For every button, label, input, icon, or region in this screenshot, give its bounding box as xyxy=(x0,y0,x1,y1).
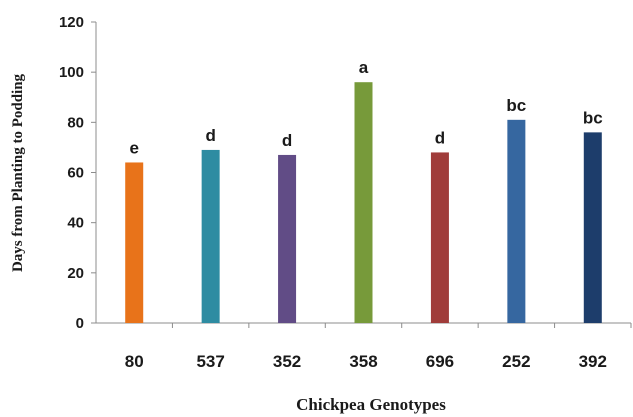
y-axis: 0 20 40 60 80 100 120 xyxy=(59,14,97,332)
bar-352 xyxy=(278,154,297,323)
significance-letter: e xyxy=(129,138,138,157)
y-tick-label: 60 xyxy=(67,165,84,182)
x-tick-label: 358 xyxy=(349,352,377,371)
x-tick-label: 352 xyxy=(273,352,301,371)
bar-537 xyxy=(201,149,220,323)
x-tick-label: 696 xyxy=(426,352,454,371)
bar-252 xyxy=(507,119,526,323)
y-tick-label: 100 xyxy=(59,64,84,81)
significance-letters: e d d a d bc bc xyxy=(129,58,602,157)
y-tick-label: 20 xyxy=(67,265,84,282)
bar-80 xyxy=(125,162,144,323)
bars xyxy=(125,82,602,323)
x-tick-label: 537 xyxy=(196,352,224,371)
significance-letter: bc xyxy=(506,96,526,115)
bar-696 xyxy=(430,152,449,323)
significance-letter: d xyxy=(282,131,292,150)
bar-392 xyxy=(583,132,602,323)
significance-letter: a xyxy=(359,58,369,77)
y-axis-title: Days from Planting to Podding xyxy=(10,73,26,272)
x-tick-label: 392 xyxy=(579,352,607,371)
x-tick-label: 80 xyxy=(125,352,144,371)
significance-letter: d xyxy=(205,126,215,145)
y-tick-label: 120 xyxy=(59,14,84,31)
x-tick-labels: 80 537 352 358 696 252 392 xyxy=(125,352,607,371)
bar-358 xyxy=(354,82,373,323)
significance-letter: d xyxy=(435,128,445,147)
x-tick-label: 252 xyxy=(502,352,530,371)
y-tick-label: 40 xyxy=(67,215,84,232)
y-tick-label: 0 xyxy=(76,315,84,332)
x-axis-title: Chickpea Genotypes xyxy=(296,395,446,414)
x-axis xyxy=(96,322,632,328)
significance-letter: bc xyxy=(583,108,603,127)
y-tick-label: 80 xyxy=(67,114,84,131)
